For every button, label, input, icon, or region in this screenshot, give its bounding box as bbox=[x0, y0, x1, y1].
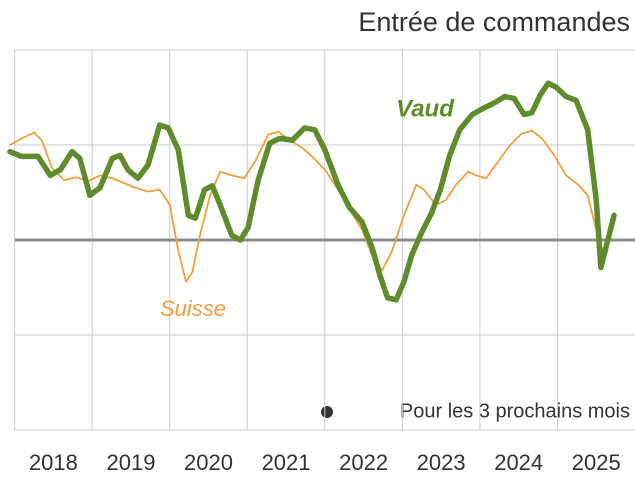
x-tick-label: 2020 bbox=[184, 450, 233, 475]
legend-dot bbox=[321, 406, 333, 418]
x-tick-label: 2023 bbox=[417, 450, 466, 475]
x-tick-label: 2025 bbox=[572, 450, 621, 475]
series-line bbox=[9, 129, 604, 283]
chart-title: Entrée de commandes bbox=[358, 7, 630, 37]
x-tick-label: 2019 bbox=[106, 450, 155, 475]
legend-note: Pour les 3 prochains mois bbox=[400, 400, 630, 422]
x-tick-label: 2018 bbox=[29, 450, 78, 475]
series-line bbox=[7, 80, 617, 303]
series-label: Suisse bbox=[160, 296, 226, 321]
x-tick-label: 2024 bbox=[494, 450, 543, 475]
x-tick-label: 2021 bbox=[262, 450, 311, 475]
x-tick-label: 2022 bbox=[339, 450, 388, 475]
series-label: Vaud bbox=[396, 95, 455, 122]
